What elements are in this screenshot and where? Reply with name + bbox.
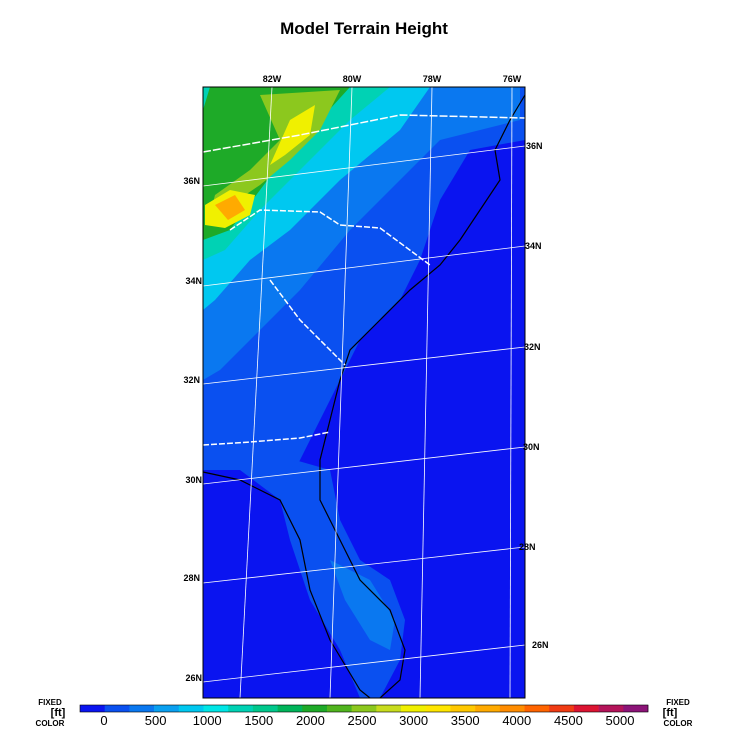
lat-label: 34N <box>525 241 542 251</box>
title: Model Terrain Height <box>280 19 448 38</box>
colorbar-label: 2000 <box>296 713 325 728</box>
colorbar-side-label: FIXED <box>38 698 62 707</box>
terrain-3000 <box>270 105 315 165</box>
colorbar-swatch <box>80 705 105 712</box>
colorbar-swatch <box>277 705 303 712</box>
lon-label: 80W <box>343 74 362 84</box>
lat-label: 30N <box>185 475 202 485</box>
lat-label: 36N <box>183 176 200 186</box>
colorbar-swatch <box>425 705 451 712</box>
colorbar-side-label: COLOR <box>36 719 65 728</box>
colorbar-swatch <box>302 705 328 712</box>
colorbar-swatch <box>178 705 204 712</box>
colorbar: FIXED [ft] COLOR FIXED [ft] COLOR 0 500 10… <box>36 698 693 728</box>
colorbar-swatch <box>549 705 575 712</box>
colorbar-swatch <box>450 705 476 712</box>
colorbar-swatch <box>154 705 180 712</box>
lat-label: 26N <box>532 640 549 650</box>
lat-label: 28N <box>519 542 536 552</box>
map-area <box>202 86 526 699</box>
lat-label: 32N <box>524 342 541 352</box>
colorbar-swatch <box>104 705 130 712</box>
colorbar-swatch <box>376 705 402 712</box>
map-frame <box>202 86 526 699</box>
state-border <box>269 279 346 366</box>
lat-label: 26N <box>185 673 202 683</box>
colorbar-frame <box>79 704 649 713</box>
lon-label: 82W <box>263 74 282 84</box>
colorbar-swatch <box>623 705 649 712</box>
colorbar-label: 3000 <box>399 713 428 728</box>
colorbar-label: 500 <box>145 713 167 728</box>
graticule <box>202 86 526 699</box>
colorbar-swatch <box>475 705 501 712</box>
colorbar-side-label: COLOR <box>664 719 693 728</box>
colorbar-side-label: FIXED <box>666 698 690 707</box>
colorbar-label: 2500 <box>348 713 377 728</box>
lat-label: 32N <box>183 375 200 385</box>
lat-labels-left: 36N 34N 32N 30N 28N 26N <box>183 176 202 683</box>
colorbar-swatch <box>401 705 427 712</box>
lat-label: 30N <box>523 442 540 452</box>
lat-labels-right: 36N 34N 32N 30N 28N 26N <box>519 141 549 650</box>
colorbar-swatch <box>351 705 377 712</box>
colorbar-swatch <box>252 705 278 712</box>
colorbar-label: 0 <box>100 713 107 728</box>
colorbar-unit: [ft] <box>663 707 678 719</box>
florida-mid <box>330 560 395 650</box>
colorbar-label: 3500 <box>451 713 480 728</box>
colorbar-swatch <box>203 705 229 712</box>
lon-label: 76W <box>503 74 522 84</box>
colorbar-swatch <box>228 705 254 712</box>
gulf-coastline <box>202 471 371 699</box>
colorbar-swatch <box>573 705 599 712</box>
colorbar-swatch <box>524 705 550 712</box>
lon-label: 78W <box>423 74 442 84</box>
state-border <box>229 209 431 266</box>
colorbar-label: 1500 <box>244 713 273 728</box>
state-border <box>202 114 526 153</box>
colorbar-swatch <box>129 705 155 712</box>
state-border <box>202 431 331 446</box>
lat-label: 28N <box>183 573 200 583</box>
colorbar-label: 1000 <box>193 713 222 728</box>
colorbar-unit: [ft] <box>51 707 66 719</box>
terrain-3500 <box>215 195 245 220</box>
colorbar-label: 4500 <box>554 713 583 728</box>
colorbar-swatch <box>326 705 352 712</box>
colorbar-swatch <box>499 705 525 712</box>
colorbar-swatch <box>598 705 624 712</box>
colorbar-label: 4000 <box>502 713 531 728</box>
lat-label: 34N <box>185 276 202 286</box>
lon-labels: 82W 80W 78W 76W <box>263 74 522 84</box>
lat-label: 36N <box>526 141 543 151</box>
colorbar-label: 5000 <box>606 713 635 728</box>
